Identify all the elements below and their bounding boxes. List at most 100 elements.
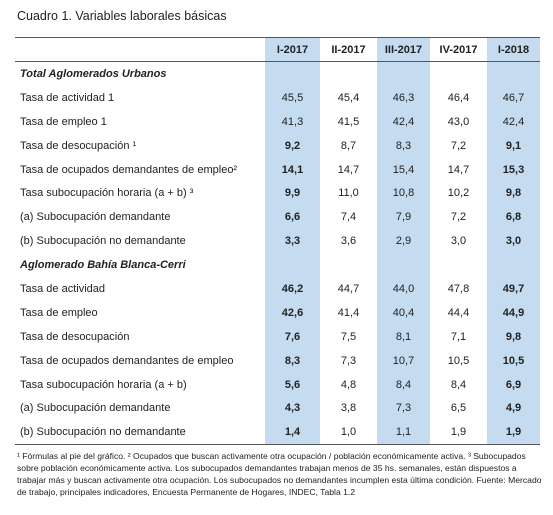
cell-value: 46,3 xyxy=(377,85,430,110)
row-label: Tasa de desocupación ¹ xyxy=(20,139,137,152)
cell-value: 3,3 xyxy=(265,229,320,254)
row-label: Tasa de ocupados demandantes de empleo xyxy=(20,354,234,367)
cell xyxy=(377,61,430,86)
header-blank xyxy=(15,37,265,62)
cell-value: 1,1 xyxy=(377,420,430,446)
column-header: I-2017 xyxy=(265,37,320,62)
cell-value: 44,4 xyxy=(447,306,470,319)
row-label: Tasa de empleo 1 xyxy=(20,115,107,128)
cell-value: 6,8 xyxy=(487,205,540,230)
data-row: (b) Subocupación no demandante 3,3 3,6 2,9 3… xyxy=(15,229,540,254)
cell-value: 15,4 xyxy=(377,157,430,182)
data-row: (a) Subocupación demandante 6,6 7,4 7,9 7,2 6… xyxy=(15,205,540,230)
cell-value: 3,6 xyxy=(340,235,357,248)
cell-value: 1,0 xyxy=(320,420,377,446)
cell-value: 7,5 xyxy=(340,330,357,343)
cell-value: 42,4 xyxy=(487,109,540,134)
cell-value: 46,2 xyxy=(265,277,320,301)
cell-value: 3,0 xyxy=(487,229,540,254)
section-row: Aglomerado Bahía Blanca-Cerri xyxy=(15,253,540,278)
cell-value: 4,8 xyxy=(340,378,357,391)
cell-value: 10,5 xyxy=(447,354,470,367)
cell-value: 42,6 xyxy=(265,300,320,325)
column-header: III-2017 xyxy=(377,37,430,62)
cell-value: 8,4 xyxy=(450,378,467,391)
section-row: Total Aglomerados Urbanos xyxy=(15,61,540,86)
column-header: I-2018 xyxy=(487,37,540,62)
cell-value: 41,5 xyxy=(337,115,360,128)
row-label: Tasa subocupación horaria (a + b) ³ xyxy=(20,187,194,200)
data-row: Tasa de empleo 42,6 41,4 40,4 44,4 44,9 xyxy=(15,300,540,325)
data-row: Tasa de actividad 46,2 44,7 44,0 47,8 49,7 xyxy=(15,277,540,301)
cell-value: 14,7 xyxy=(337,163,360,176)
cell-value: 1,4 xyxy=(265,420,320,446)
cell-value: 8,3 xyxy=(377,133,430,158)
row-label: Tasa subocupación horaria (a + b) xyxy=(20,378,187,391)
data-row: Tasa de actividad 1 45,5 45,4 46,3 46,4 46,7 xyxy=(15,85,540,110)
cell-value: 9,9 xyxy=(265,181,320,206)
cell-value: 7,2 xyxy=(450,211,467,224)
cell-value: 42,4 xyxy=(377,109,430,134)
row-label: (a) Subocupación demandante xyxy=(20,402,171,415)
cell-value: 41,3 xyxy=(265,109,320,134)
row-label: Tasa de actividad 1 xyxy=(20,91,115,104)
cell-value: 15,3 xyxy=(487,157,540,182)
cell-value: 14,7 xyxy=(447,163,470,176)
cell-value: 45,5 xyxy=(265,85,320,110)
cell-value: 7,1 xyxy=(450,330,467,343)
row-label: Tasa de ocupados demandantes de empleo² xyxy=(20,163,238,176)
cell-value: 43,0 xyxy=(447,115,470,128)
data-row: Tasa subocupación horaria (a + b) 5,6 4,8 8… xyxy=(15,372,540,397)
cell xyxy=(320,62,377,86)
cell-value: 6,9 xyxy=(487,372,540,397)
cell xyxy=(487,61,540,86)
row-label: Tasa de actividad xyxy=(20,282,105,295)
cell-value: 44,0 xyxy=(377,277,430,301)
cell-value: 8,1 xyxy=(377,324,430,349)
cell xyxy=(430,253,487,277)
data-row: (b) Subocupación no demandante 1,4 1,0 1,1 1… xyxy=(15,420,540,446)
table-title: Cuadro 1. Variables laborales básicas xyxy=(17,9,227,23)
cell-value: 6,6 xyxy=(265,205,320,230)
cell-value: 10,8 xyxy=(377,181,430,206)
cell-value: 1,9 xyxy=(487,420,540,446)
data-row: Tasa de desocupación ¹ 9,2 8,7 8,3 7,2 9,1 xyxy=(15,133,540,158)
cell-value: 46,7 xyxy=(487,85,540,110)
cell-value: 7,2 xyxy=(450,139,467,152)
cell xyxy=(487,253,540,278)
column-header: IV-2017 xyxy=(430,37,487,62)
cell xyxy=(320,253,377,277)
cell-value: 10,7 xyxy=(377,348,430,373)
cell-value: 9,8 xyxy=(487,181,540,206)
cell-value: 7,4 xyxy=(340,211,357,224)
cell-value: 14,1 xyxy=(265,157,320,182)
cell-value: 4,9 xyxy=(487,396,540,421)
cell-value: 47,8 xyxy=(447,282,470,295)
cell-value: 8,3 xyxy=(265,348,320,373)
cell-value: 4,3 xyxy=(265,396,320,421)
data-row: (a) Subocupación demandante 4,3 3,8 7,3 6,5 4… xyxy=(15,396,540,421)
cell-value: 10,2 xyxy=(447,187,470,200)
cell-value: 2,9 xyxy=(377,229,430,254)
cell-value: 49,7 xyxy=(487,277,540,301)
cell-value: 44,9 xyxy=(487,300,540,325)
cell-value: 8,4 xyxy=(377,372,430,397)
cell-value: 1,9 xyxy=(430,420,487,446)
column-header: II-2017 xyxy=(320,37,377,62)
cell-value: 5,6 xyxy=(265,372,320,397)
row-label: (b) Subocupación no demandante xyxy=(20,235,186,248)
cell-value: 9,1 xyxy=(487,133,540,158)
data-row: Tasa subocupación horaria (a + b) ³ 9,9 11… xyxy=(15,181,540,206)
cell-value: 45,4 xyxy=(337,91,360,104)
cell-value: 10,5 xyxy=(487,348,540,373)
data-row: Tasa de desocupación 7,6 7,5 8,1 7,1 9,8 xyxy=(15,324,540,349)
data-row: Tasa de ocupados demandantes de empleo² 1… xyxy=(15,157,540,182)
cell xyxy=(265,61,320,86)
row-label: (a) Subocupación demandante xyxy=(20,211,171,224)
cell-value: 7,3 xyxy=(340,354,357,367)
cell-value: 3,0 xyxy=(450,235,467,248)
cell-value: 8,7 xyxy=(340,139,357,152)
cell-value: 41,4 xyxy=(337,306,360,319)
cell-value: 46,4 xyxy=(447,91,470,104)
cell-value: 9,2 xyxy=(265,133,320,158)
